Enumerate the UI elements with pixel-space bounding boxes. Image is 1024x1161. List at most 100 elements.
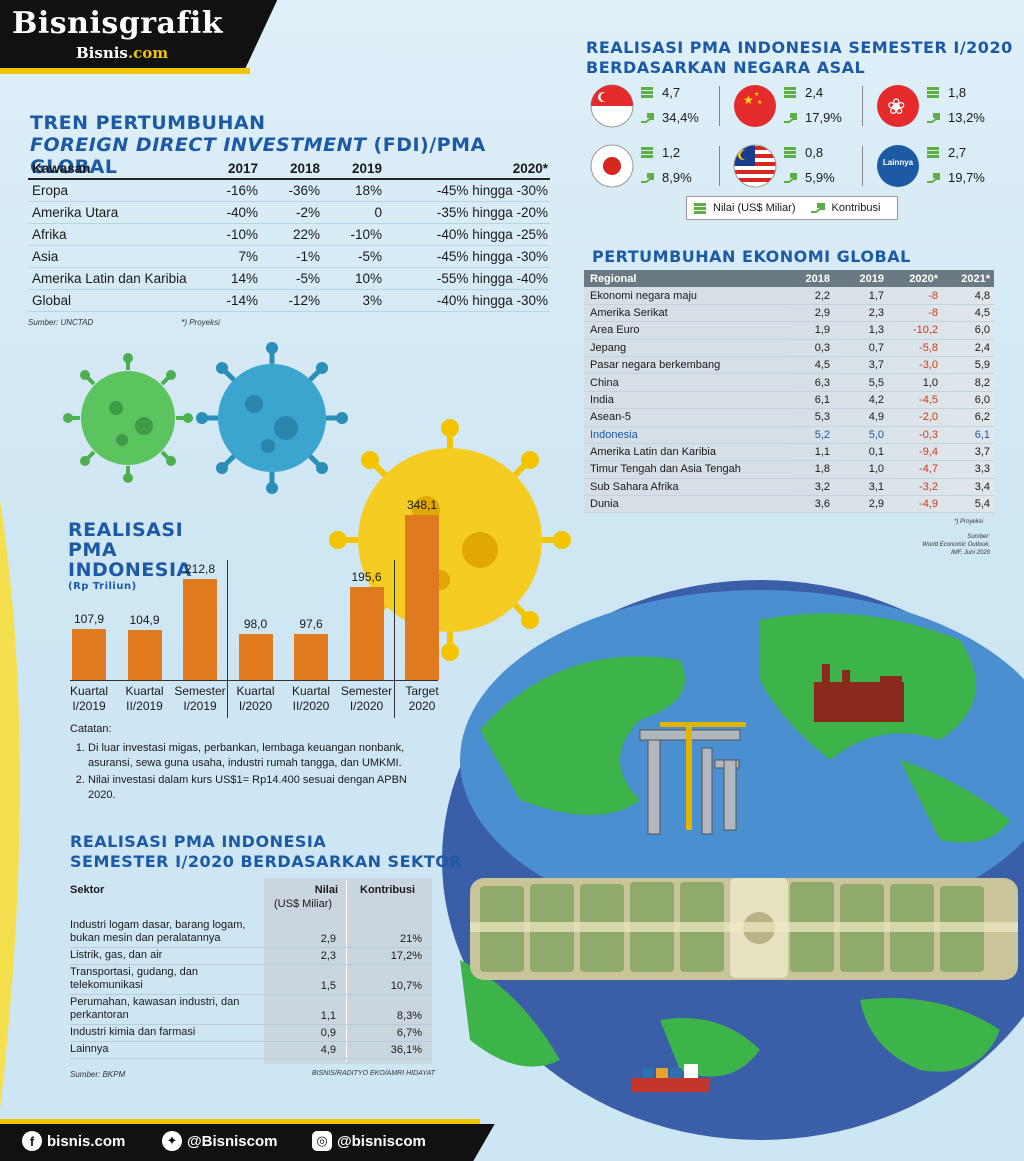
growth-cell: 1,9 [814,324,830,337]
fdi-title: TREN PERTUMBUHAN FOREIGN DIRECT INVESTME… [30,112,486,178]
sector-kontribusi: 17,2% [390,950,422,962]
fdi-source: Sumber: UNCTAD [28,318,94,327]
growth-cell: 4,8 [974,289,990,302]
twitter-link[interactable]: ✦ @Bisniscom [162,1131,277,1151]
growth-cell: 6,1 [974,428,990,441]
bar-group-divider [227,560,228,718]
bar-category-label: Target 2020 [405,684,439,713]
fdi-header-cell: 2018 [289,160,320,176]
growth-cell: 4,9 [868,411,884,424]
bar-category-label: Kuartal I/2019 [69,684,109,713]
growth-cell: India [590,393,614,406]
legend-nilai: Nilai (US$ Miliar) [713,202,796,214]
growth-cell: -4,9 [919,498,938,511]
catatan-item: Nilai investasi dalam kurs US$1= Rp14.40… [88,773,430,803]
sector-label: Industri logam dasar, barang logam, buka… [70,919,246,944]
sector-nilai: 2,3 [320,950,336,962]
growth-cell: Amerika Serikat [590,306,668,319]
growth-cell: 3,7 [868,359,884,372]
bar-3 [183,579,217,680]
growth-cell: 6,2 [974,411,990,424]
bar-category-label: Semester I/2019 [174,684,226,713]
fdi-cell: Amerika Utara [32,205,119,220]
growth-cell: China [590,376,619,389]
fdi-cell: -40% hingga -30% [436,293,548,308]
growth-header-cell: 2019 [859,272,884,285]
yellow-arc-decoration [0,500,20,1110]
growth-cell: -0,3 [919,428,938,441]
growth-row: Amerika Latin dan Karibia 1,1 0,1 -9,4 3,7 [584,444,994,462]
negara-kontribusi: 34,4% [662,110,699,125]
money-stack-icon [927,87,939,98]
money-stack-icon [784,147,796,158]
money-stack-icon [641,147,653,158]
sector-label: Industri kimia dan farmasi [70,1026,196,1038]
growth-cell: Ekonomi negara maju [590,289,698,302]
negara-nilai: 0,8 [805,145,824,160]
sector-nilai: 1,1 [320,1010,336,1022]
hand-money-icon [641,173,654,183]
footer-stripe [0,1119,480,1124]
instagram-link[interactable]: ◎ @bisniscom [312,1131,426,1151]
sector-row: Industri logam dasar, barang logam, buka… [70,918,432,948]
growth-cell: Timur Tengah dan Asia Tengah [590,463,741,476]
bar-5 [294,633,328,680]
growth-cell: 1,8 [814,463,830,476]
fdi-cell: -5% [295,271,320,286]
growth-cell: 3,2 [814,480,830,493]
brand-stripe [0,68,250,74]
fdi-cell: -10% [226,227,258,242]
facebook-link[interactable]: f bisnis.com [22,1131,125,1151]
fdi-row: Eropa -16% -36% 18% -45% hingga -30% [28,180,550,202]
cargo-ship-icon [632,1064,710,1092]
fdi-cell: -40% hingga -25% [436,227,548,242]
fdi-cell: 14% [230,271,258,286]
growth-cell: Sub Sahara Afrika [590,480,679,493]
growth-cell: 0,7 [868,341,884,354]
growth-cell: 2,2 [814,289,830,302]
growth-cell: 3,6 [814,498,830,511]
growth-cell: 3,1 [868,480,884,493]
sector-row: Industri kimia dan farmasi 0,9 6,7% [70,1025,432,1042]
sector-row: Listrik, gas, dan air 2,3 17,2% [70,948,432,965]
fdi-row: Afrika -10% 22% -10% -40% hingga -25% [28,224,550,246]
growth-cell: 0,3 [814,341,830,354]
hand-money-icon [784,113,797,123]
growth-cell: -4,7 [919,463,938,476]
growth-header-cell: 2020* [909,272,938,285]
fdi-cell: 22% [292,227,320,242]
brand-title: Bisnisgrafik [12,6,224,41]
bar-6 [349,587,384,680]
negara-card: 1,2 8,9% [588,142,726,190]
growth-cell: 3,7 [974,446,990,459]
growth-cell: 0,1 [868,446,884,459]
bar-chart-title: REALISASI PMA INDONESIA (Rp Triliun) [68,519,192,592]
fdi-cell: -45% hingga -30% [436,249,548,264]
growth-cell: 6,3 [814,376,830,389]
fdi-cell: Eropa [32,183,69,198]
fdi-header-cell: 2017 [227,160,258,176]
money-stack-icon [694,203,706,214]
negara-kontribusi: 19,7% [948,170,985,185]
fdi-header-cell: 2020* [512,160,548,176]
bar-value-label: 97,6 [299,616,323,631]
lainnya-badge-icon [877,145,919,187]
negara-legend: Nilai (US$ Miliar) Kontribusi [686,196,898,220]
negara-nilai: 2,7 [948,145,967,160]
negara-card: ❀ 1,8 13,2% [874,82,1012,130]
negara-nilai: 1,2 [662,145,681,160]
sector-nilai: 2,9 [320,933,336,945]
bar-category-label: Kuartal II/2019 [125,684,164,713]
growth-row: Dunia 3,6 2,9 -4,9 5,4 [584,496,994,514]
growth-source: Sumber: World Economic Outlook, IMF, Jun… [922,534,990,556]
card-divider [719,146,720,186]
bar-category-label: Semester I/2020 [340,684,393,713]
growth-cell: Indonesia [590,428,638,441]
negara-nilai: 4,7 [662,85,681,100]
growth-cell: 2,4 [974,341,990,354]
sector-nilai: 0,9 [320,1027,336,1039]
fdi-cell: Asia [32,249,59,264]
fdi-row: Amerika Latin dan Karibia 14% -5% 10% -55% h… [28,268,550,290]
card-divider [862,86,863,126]
